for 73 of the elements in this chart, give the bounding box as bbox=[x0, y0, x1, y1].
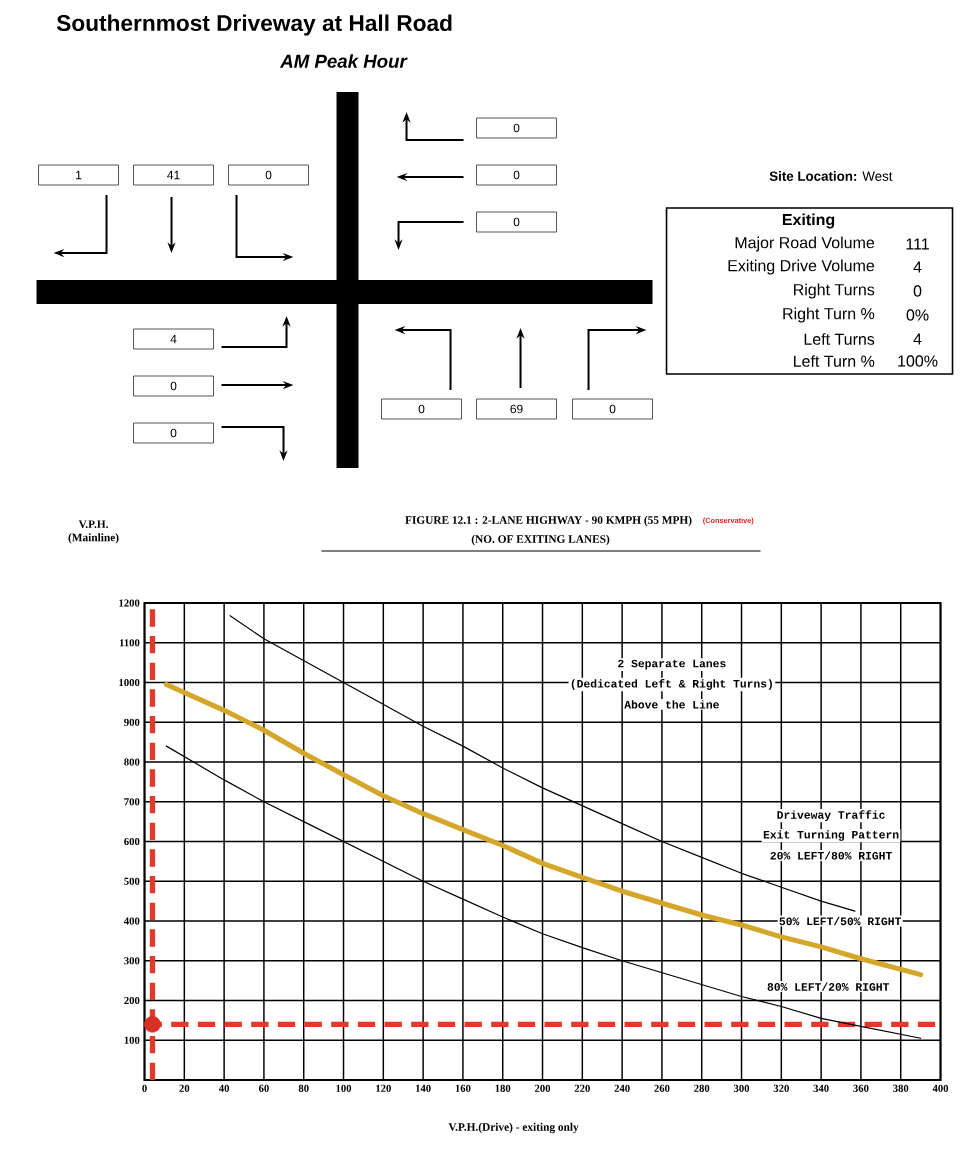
annotation: 2 Separate Lanes bbox=[618, 659, 726, 670]
chart-subtitle: (NO. OF EXITING LANES) bbox=[471, 534, 610, 546]
x-axis-title: V.P.H.(Drive) - exiting only bbox=[448, 1122, 579, 1134]
y-tick-label: 100 bbox=[124, 1036, 140, 1044]
y-tick-label: 400 bbox=[124, 917, 140, 925]
text: 0 bbox=[170, 428, 177, 438]
text: Left Turns bbox=[804, 333, 875, 345]
text: 1 bbox=[76, 170, 82, 180]
chart-title: FIGURE 12.1 : 2-LANE HIGHWAY - 90 KMPH (55 MPH) bbox=[405, 515, 692, 527]
text: 0 bbox=[170, 381, 177, 391]
x-tick-label: 380 bbox=[893, 1084, 909, 1092]
x-tick-label: 160 bbox=[456, 1084, 471, 1092]
text: 69 bbox=[510, 404, 523, 414]
annotation: Exit Turning Pattern bbox=[764, 830, 899, 841]
y-axis-title: V.P.H. (Mainline) bbox=[68, 520, 119, 544]
text: Major Road Volume bbox=[735, 236, 875, 252]
text: 100% bbox=[898, 355, 938, 367]
x-tick-label: 280 bbox=[694, 1084, 710, 1092]
x-tick-label: 320 bbox=[773, 1084, 790, 1092]
text: 0 bbox=[513, 170, 520, 180]
x-tick-label: 200 bbox=[535, 1084, 551, 1092]
text: 0 bbox=[513, 123, 520, 133]
y-tick-label: 600 bbox=[124, 837, 140, 846]
text: 0 bbox=[609, 404, 616, 414]
y-tick-label: 1200 bbox=[119, 599, 140, 607]
x-tick-label: 60 bbox=[259, 1084, 270, 1092]
text: AM Peak Hour bbox=[280, 54, 408, 68]
x-tick-label: 340 bbox=[813, 1084, 829, 1092]
text: 4 bbox=[913, 333, 922, 345]
x-tick-label: 120 bbox=[376, 1084, 392, 1092]
text: Site Location: West bbox=[769, 171, 893, 181]
series-label: 80% LEFT/20% RIGHT bbox=[767, 982, 890, 991]
series-label: 20% LEFT/80% RIGHT bbox=[770, 851, 893, 860]
y-tick-label: 500 bbox=[124, 877, 140, 885]
annotation: Above the Line bbox=[624, 700, 720, 709]
x-tick-label: 220 bbox=[575, 1084, 591, 1092]
x-tick-label: 360 bbox=[853, 1084, 869, 1092]
text: 4 bbox=[913, 261, 922, 273]
x-tick-label: 20 bbox=[179, 1084, 190, 1092]
text: 0 bbox=[913, 285, 922, 297]
y-tick-label: 300 bbox=[124, 957, 140, 965]
text: 41 bbox=[167, 170, 180, 180]
x-tick-label: 40 bbox=[219, 1084, 230, 1092]
text: Southernmost Driveway at Hall Road bbox=[57, 14, 452, 36]
x-tick-label: 100 bbox=[336, 1084, 352, 1092]
text: Left Turn % bbox=[794, 355, 875, 367]
text: 111 bbox=[906, 238, 930, 250]
y-tick-label: 1000 bbox=[119, 678, 140, 687]
x-tick-label: 300 bbox=[734, 1084, 750, 1092]
x-tick-label: 180 bbox=[495, 1084, 511, 1092]
text: Exiting bbox=[783, 213, 835, 229]
x-tick-label: 80 bbox=[298, 1084, 309, 1092]
y-tick-label: 700 bbox=[124, 798, 140, 806]
annotation: Driveway Traffic bbox=[777, 810, 886, 822]
x-tick-label: 240 bbox=[614, 1084, 630, 1092]
x-tick-label: 400 bbox=[932, 1084, 949, 1092]
text: Right Turn % bbox=[783, 307, 875, 323]
y-tick-label: 900 bbox=[124, 718, 140, 726]
text: Exiting Drive Volume bbox=[728, 259, 875, 275]
text: 0 bbox=[265, 170, 272, 180]
x-tick-label: 0 bbox=[142, 1084, 148, 1092]
y-tick-label: 1100 bbox=[120, 639, 140, 647]
x-tick-label: 260 bbox=[654, 1084, 670, 1092]
text: 4 bbox=[170, 334, 177, 344]
x-tick-label: 140 bbox=[416, 1084, 431, 1092]
y-tick-label: 200 bbox=[124, 996, 140, 1005]
y-tick-label: 800 bbox=[124, 758, 140, 766]
text: 0 bbox=[418, 404, 425, 414]
text: Right Turns bbox=[794, 283, 875, 299]
text: 0 bbox=[513, 217, 520, 227]
annotation: (Dedicated Left & Right Turns) bbox=[571, 679, 773, 690]
text: 0% bbox=[906, 309, 929, 321]
series-label: 50% LEFT/50% RIGHT bbox=[779, 916, 902, 926]
